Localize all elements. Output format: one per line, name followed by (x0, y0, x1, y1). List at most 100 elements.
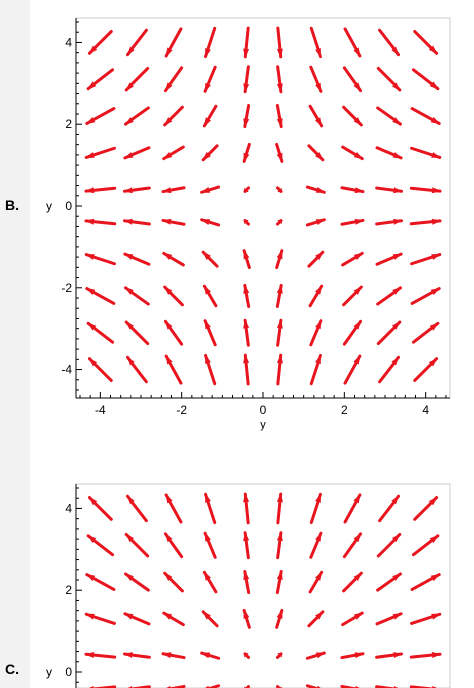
arrow-head (205, 685, 210, 688)
arrow-head (429, 322, 440, 331)
arrow-head (354, 652, 365, 659)
arrow-head (393, 218, 403, 225)
y-tick-label: -2 (61, 281, 72, 295)
arrow-head (315, 571, 323, 581)
arrow-head (243, 118, 250, 128)
arrow-shaft (409, 685, 438, 688)
arrow-head (353, 320, 362, 330)
arrow-head (204, 319, 211, 330)
arrow-head (243, 531, 250, 542)
arrow-head (86, 81, 97, 90)
arrow-head (392, 82, 401, 92)
arrow-head (85, 117, 96, 125)
arrow-head (315, 652, 326, 659)
arrow-head (393, 652, 403, 658)
arrow-head (123, 187, 133, 194)
arrow-head (392, 613, 403, 620)
arrow-head (276, 152, 283, 163)
arrow-head (163, 117, 173, 126)
arrow-head (316, 685, 321, 688)
arrow-head (124, 573, 134, 581)
arrow-head (243, 219, 249, 225)
arrow-head (428, 45, 438, 55)
arrow-head (243, 570, 250, 580)
arrow-head (161, 652, 172, 659)
arrow-head (162, 252, 173, 260)
arrow-head (125, 533, 134, 543)
arrow-head (163, 572, 173, 581)
arrow-head (200, 219, 211, 225)
x-tick-label: 2 (341, 403, 348, 417)
arrow-head (205, 492, 211, 503)
arrow-head (353, 252, 364, 260)
arrow-head (165, 493, 173, 504)
arrow-head (315, 610, 324, 620)
arrow-head (315, 354, 321, 364)
arrow-head (315, 187, 326, 193)
arrow-head (243, 284, 250, 294)
arrow-head (88, 357, 98, 367)
arrow-head (86, 322, 97, 331)
arrow-head (353, 152, 364, 160)
arrow-head (161, 187, 172, 194)
arrow-head (243, 152, 250, 163)
arrow-head (276, 608, 283, 619)
left-gutter (0, 0, 30, 688)
arrow-head (277, 219, 283, 225)
arrow-head (161, 218, 172, 225)
arrow-head (243, 652, 249, 658)
arrow-head (276, 353, 283, 364)
arrow-head (163, 286, 173, 295)
arrow-head (123, 652, 133, 658)
arrow-head (353, 532, 362, 543)
arrow-head (391, 46, 400, 56)
plot-1-frame (75, 483, 451, 688)
arrow-head (203, 284, 211, 295)
arrow-head (124, 117, 134, 125)
arrow-head (84, 652, 95, 658)
y-tick-label: 0 (65, 665, 72, 679)
arrow-head (125, 320, 134, 330)
arrow-head (429, 534, 440, 544)
arrow-head (202, 152, 211, 161)
arrow-head (277, 652, 283, 658)
arrow-head (315, 219, 326, 225)
arrow-head (392, 253, 403, 260)
x-axis-label: y (260, 419, 266, 431)
arrow-head (391, 356, 400, 366)
y-tick-label: -4 (61, 363, 72, 377)
arrow-head (123, 218, 133, 225)
option-b-label: B. (5, 197, 19, 213)
arrow-head (276, 249, 283, 260)
arrow-head (428, 496, 438, 506)
y-tick-label: 0 (65, 199, 72, 213)
arrow-shaft (340, 684, 359, 688)
arrow-head (428, 357, 438, 367)
arrow-head (123, 613, 134, 620)
arrow-head (355, 685, 360, 688)
arrow-head (276, 318, 283, 329)
arrow-shaft (275, 685, 282, 688)
y-axis-label: y (46, 665, 52, 679)
arrow-shaft (244, 685, 251, 688)
arrow-shaft (127, 685, 151, 688)
arrow-head (84, 613, 95, 620)
arrow-head (277, 187, 283, 193)
arrow-head (431, 218, 442, 225)
arrow-head (84, 218, 95, 225)
arrow-head (123, 152, 134, 159)
arrow-head (205, 48, 211, 58)
arrow-head (126, 495, 135, 505)
arrow-head (353, 286, 363, 295)
arrow-head (431, 613, 442, 620)
arrow-head (84, 187, 95, 194)
arrow-head (85, 573, 96, 582)
arrow-head (162, 612, 173, 620)
arrow-head (431, 152, 442, 158)
y-axis-label: y (46, 199, 52, 213)
arrow-head (200, 187, 211, 193)
arrow-head (392, 152, 403, 159)
arrow-head (431, 187, 442, 194)
